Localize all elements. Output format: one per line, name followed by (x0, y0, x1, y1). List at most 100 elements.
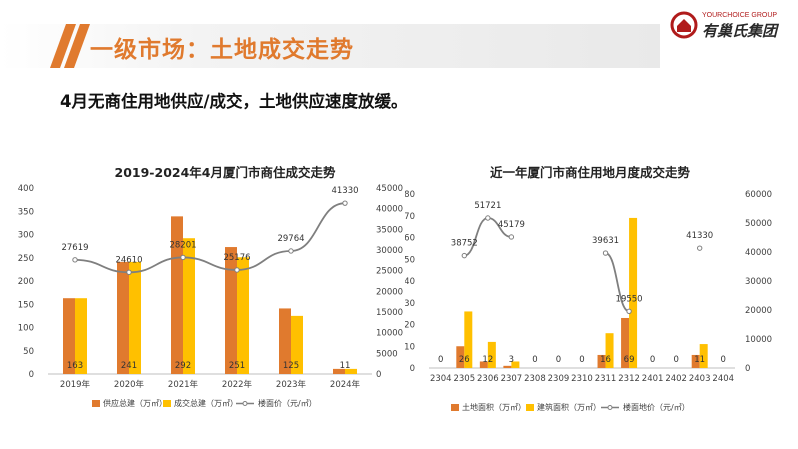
bar-transaction (75, 298, 87, 374)
bar-transaction (183, 238, 195, 374)
price-line (74, 202, 346, 274)
category-label: 2021年 (168, 379, 199, 390)
bar-supply (279, 308, 291, 374)
category-label: 2402 (665, 374, 687, 384)
price-point (234, 267, 240, 273)
bar-transaction (699, 344, 708, 368)
category-label: 2401 (642, 374, 664, 384)
bar-value-label: 0 (579, 355, 584, 365)
legend-swatch (163, 400, 171, 407)
left-axis-tick-label: 60 (405, 234, 415, 244)
bar-value-label: 12 (482, 355, 493, 365)
left-axis-tick-label: 300 (18, 231, 34, 241)
chart-title-annual: 2019-2024年4月厦门市商住成交走势 (114, 165, 336, 180)
price-point (602, 250, 609, 256)
left-axis-tick-label: 200 (18, 277, 34, 287)
left-axis-tick-label: 150 (18, 300, 34, 310)
company-logo (670, 11, 698, 39)
bar-supply (171, 216, 183, 374)
bar-supply (503, 365, 512, 368)
category-label: 2404 (712, 374, 734, 384)
bar-value-label: 11 (340, 361, 351, 371)
legend-swatch (607, 405, 613, 410)
right-axis-tick-label: 60000 (745, 190, 772, 200)
price-label: 19550 (616, 294, 643, 304)
right-axis-tick-label: 35000 (376, 225, 403, 235)
right-axis-tick-label: 10000 (745, 335, 772, 345)
right-axis-tick-label: 40000 (745, 248, 772, 258)
price-point (342, 200, 348, 206)
bar-value-label: 0 (673, 355, 678, 365)
category-label: 2403 (689, 374, 711, 384)
bar-transaction (487, 341, 496, 368)
category-label: 2020年 (114, 379, 145, 390)
category-label: 2307 (501, 374, 523, 384)
category-label: 2023年 (276, 379, 307, 390)
bar-value-label: 125 (283, 361, 299, 371)
price-point (485, 215, 491, 221)
left-axis-tick-label: 50 (23, 347, 34, 357)
price-label: 38752 (451, 239, 478, 249)
left-axis-tick-label: 20 (405, 321, 415, 331)
left-axis-tick-label: 400 (18, 184, 34, 194)
legend-label: 楼面地价（元/㎡） (623, 402, 690, 412)
price-label: 27619 (61, 243, 88, 253)
bar-supply (479, 361, 488, 368)
category-label: 2312 (618, 374, 640, 384)
bar-value-label: 3 (509, 355, 514, 365)
bar-transaction (345, 368, 357, 374)
bar-transaction (605, 333, 614, 368)
monthly-chart: 0102030405060708001000020000300004000050… (405, 190, 772, 412)
bar-supply (621, 317, 630, 368)
category-label: 2022年 (222, 379, 253, 390)
legend-label: 建筑面积（万㎡） (537, 402, 601, 412)
right-axis-tick-label: 15000 (376, 308, 403, 318)
right-axis-tick-label: 40000 (376, 205, 403, 215)
bar-value-label: 0 (556, 355, 561, 365)
price-label: 28201 (169, 240, 196, 250)
bar-value-label: 0 (438, 355, 443, 365)
bar-value-label: 292 (175, 361, 191, 371)
logo-text-en: YOURCHOICE GROUP (702, 12, 778, 19)
price-point (461, 252, 468, 259)
right-axis-tick-label: 25000 (376, 267, 403, 277)
bar-supply (597, 354, 606, 368)
category-label: 2310 (571, 374, 593, 384)
category-label: 2304 (430, 374, 452, 384)
bar-value-label: 241 (121, 361, 137, 371)
category-label: 2024年 (330, 379, 361, 390)
left-axis-tick-label: 100 (18, 324, 34, 334)
legend-swatch (526, 404, 534, 411)
left-axis-tick-label: 0 (410, 364, 415, 374)
legend-swatch (242, 401, 248, 406)
left-axis-tick-label: 30 (405, 299, 415, 309)
bar-value-label: 0 (721, 355, 726, 365)
right-axis-tick-label: 30000 (745, 277, 772, 287)
price-point (288, 248, 294, 254)
right-axis-tick-label: 0 (745, 364, 750, 374)
bar-value-label: 163 (67, 361, 83, 371)
left-axis-tick-label: 250 (18, 254, 34, 264)
left-axis-tick-label: 10 (405, 342, 415, 352)
category-label: 2019年 (60, 379, 91, 390)
price-label: 51721 (474, 201, 501, 211)
logo-text-cn: 有巢氏集团 (702, 22, 778, 40)
legend-swatch (92, 400, 100, 407)
legend-label: 土地面积（万㎡） (462, 402, 526, 412)
category-label: 2305 (453, 374, 475, 384)
category-label: 2311 (595, 374, 617, 384)
price-line (605, 252, 630, 313)
price-point (180, 254, 186, 261)
legend-label: 成交总建（万㎡） (174, 398, 238, 408)
bar-transaction (129, 261, 141, 374)
price-label: 41330 (331, 186, 358, 196)
bar-transaction (629, 217, 638, 368)
left-axis-tick-label: 0 (29, 370, 34, 380)
price-label: 24610 (115, 255, 142, 265)
left-axis-tick-label: 350 (18, 207, 34, 217)
bar-value-label: 69 (624, 355, 635, 365)
legend-label: 供应总建（万㎡） (103, 398, 167, 408)
chart-title-monthly: 近一年厦门市商住用地月度成交走势 (489, 165, 690, 180)
price-label: 29764 (277, 234, 304, 244)
bar-value-label: 16 (600, 355, 611, 365)
